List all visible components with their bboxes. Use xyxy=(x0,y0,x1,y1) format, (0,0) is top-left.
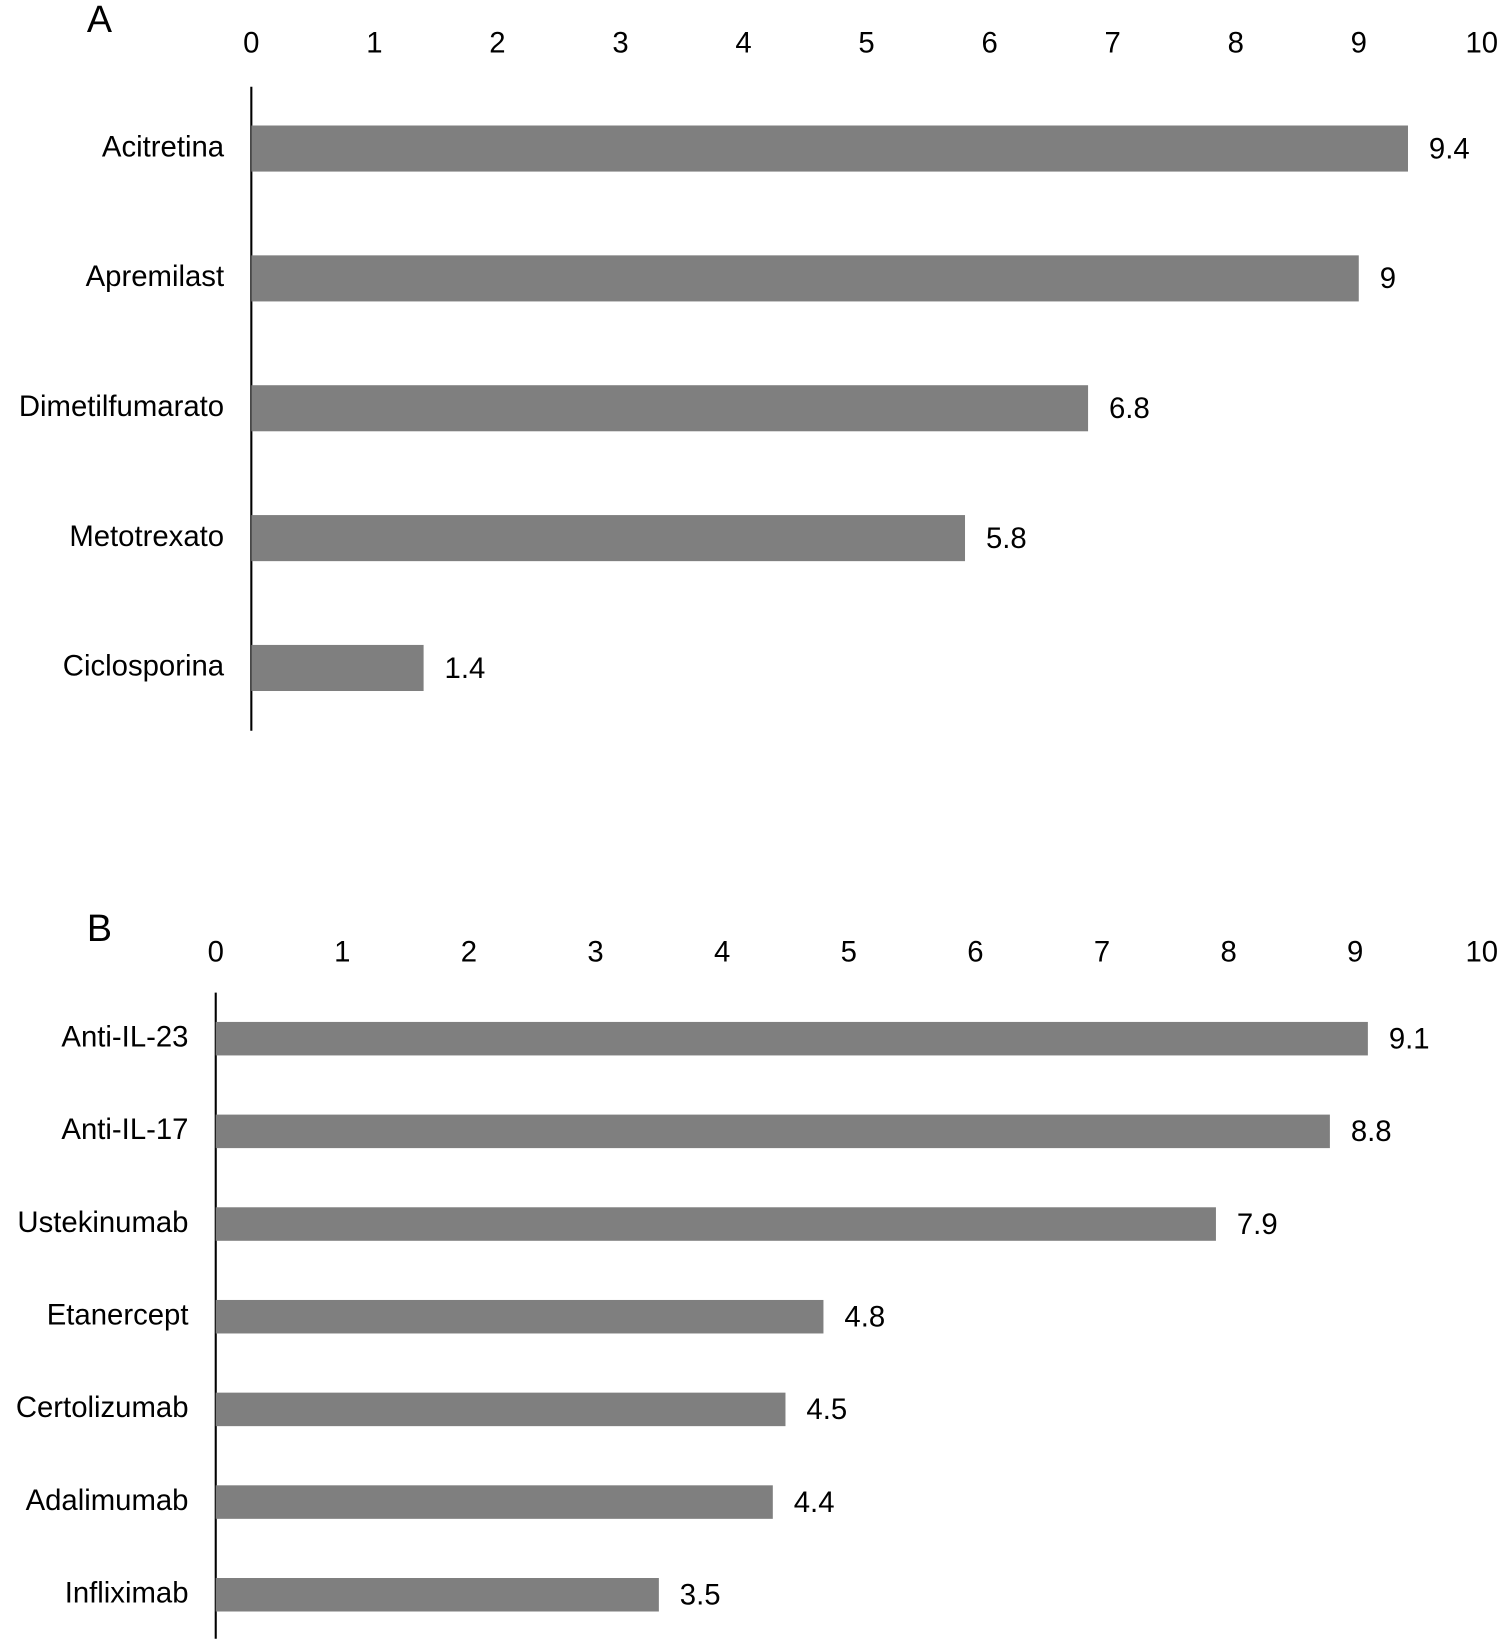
x-tick-label: 8 xyxy=(1228,27,1244,60)
bar xyxy=(215,1578,659,1612)
bar xyxy=(251,125,1408,172)
value-label: 3.5 xyxy=(680,1579,721,1612)
bar xyxy=(215,1207,1216,1241)
value-label: 6.8 xyxy=(1109,392,1150,425)
x-tick-label: 10 xyxy=(1466,27,1499,60)
panel-label: A xyxy=(87,0,113,40)
category-label: Infliximab xyxy=(65,1577,189,1610)
value-label: 1.4 xyxy=(445,652,486,685)
x-tick-label: 7 xyxy=(1105,27,1121,60)
category-label: Apremilast xyxy=(86,260,224,293)
bar xyxy=(251,385,1089,432)
category-label: Certolizumab xyxy=(16,1391,189,1424)
x-tick-label: 4 xyxy=(735,27,751,60)
x-tick-label: 0 xyxy=(243,27,259,60)
value-label: 4.4 xyxy=(794,1486,835,1519)
bar xyxy=(215,1485,773,1519)
bar xyxy=(251,515,966,562)
x-tick-label: 3 xyxy=(612,27,628,60)
x-tick-label: 5 xyxy=(858,27,874,60)
bar xyxy=(251,255,1359,302)
bar xyxy=(215,1021,1368,1056)
x-tick-label: 7 xyxy=(1094,936,1110,969)
category-label: Metotrexato xyxy=(69,520,224,553)
value-label: 9.4 xyxy=(1429,132,1470,165)
x-tick-label: 10 xyxy=(1466,936,1499,969)
x-tick-label: 3 xyxy=(587,936,603,969)
value-label: 4.8 xyxy=(844,1301,885,1334)
x-tick-label: 6 xyxy=(981,27,997,60)
bar xyxy=(215,1392,786,1427)
category-label: Ciclosporina xyxy=(63,650,225,683)
category-label: Ustekinumab xyxy=(17,1206,188,1239)
category-label: Anti-IL-23 xyxy=(61,1020,188,1053)
category-label: Acitretina xyxy=(102,130,225,163)
bar xyxy=(251,644,424,692)
category-label: Dimetilfumarato xyxy=(19,390,224,423)
category-label: Adalimumab xyxy=(26,1484,189,1517)
x-tick-label: 4 xyxy=(714,936,730,969)
value-label: 8.8 xyxy=(1351,1115,1392,1148)
x-tick-label: 5 xyxy=(841,936,857,969)
category-label: Etanercept xyxy=(47,1298,189,1331)
value-label: 7.9 xyxy=(1237,1208,1278,1241)
x-tick-label: 2 xyxy=(489,27,505,60)
bar xyxy=(215,1299,824,1334)
x-tick-label: 1 xyxy=(334,936,350,969)
x-tick-label: 8 xyxy=(1220,936,1236,969)
x-tick-label: 0 xyxy=(208,936,224,969)
x-tick-label: 9 xyxy=(1347,936,1363,969)
value-label: 4.5 xyxy=(806,1393,847,1426)
value-label: 9.1 xyxy=(1389,1023,1430,1056)
x-tick-label: 6 xyxy=(967,936,983,969)
bar xyxy=(215,1114,1330,1149)
value-label: 5.8 xyxy=(986,522,1027,555)
x-tick-label: 9 xyxy=(1351,27,1367,60)
category-label: Anti-IL-17 xyxy=(61,1113,188,1146)
x-tick-label: 2 xyxy=(461,936,477,969)
panel-label: B xyxy=(87,907,112,949)
value-label: 9 xyxy=(1380,262,1396,295)
x-tick-label: 1 xyxy=(366,27,382,60)
